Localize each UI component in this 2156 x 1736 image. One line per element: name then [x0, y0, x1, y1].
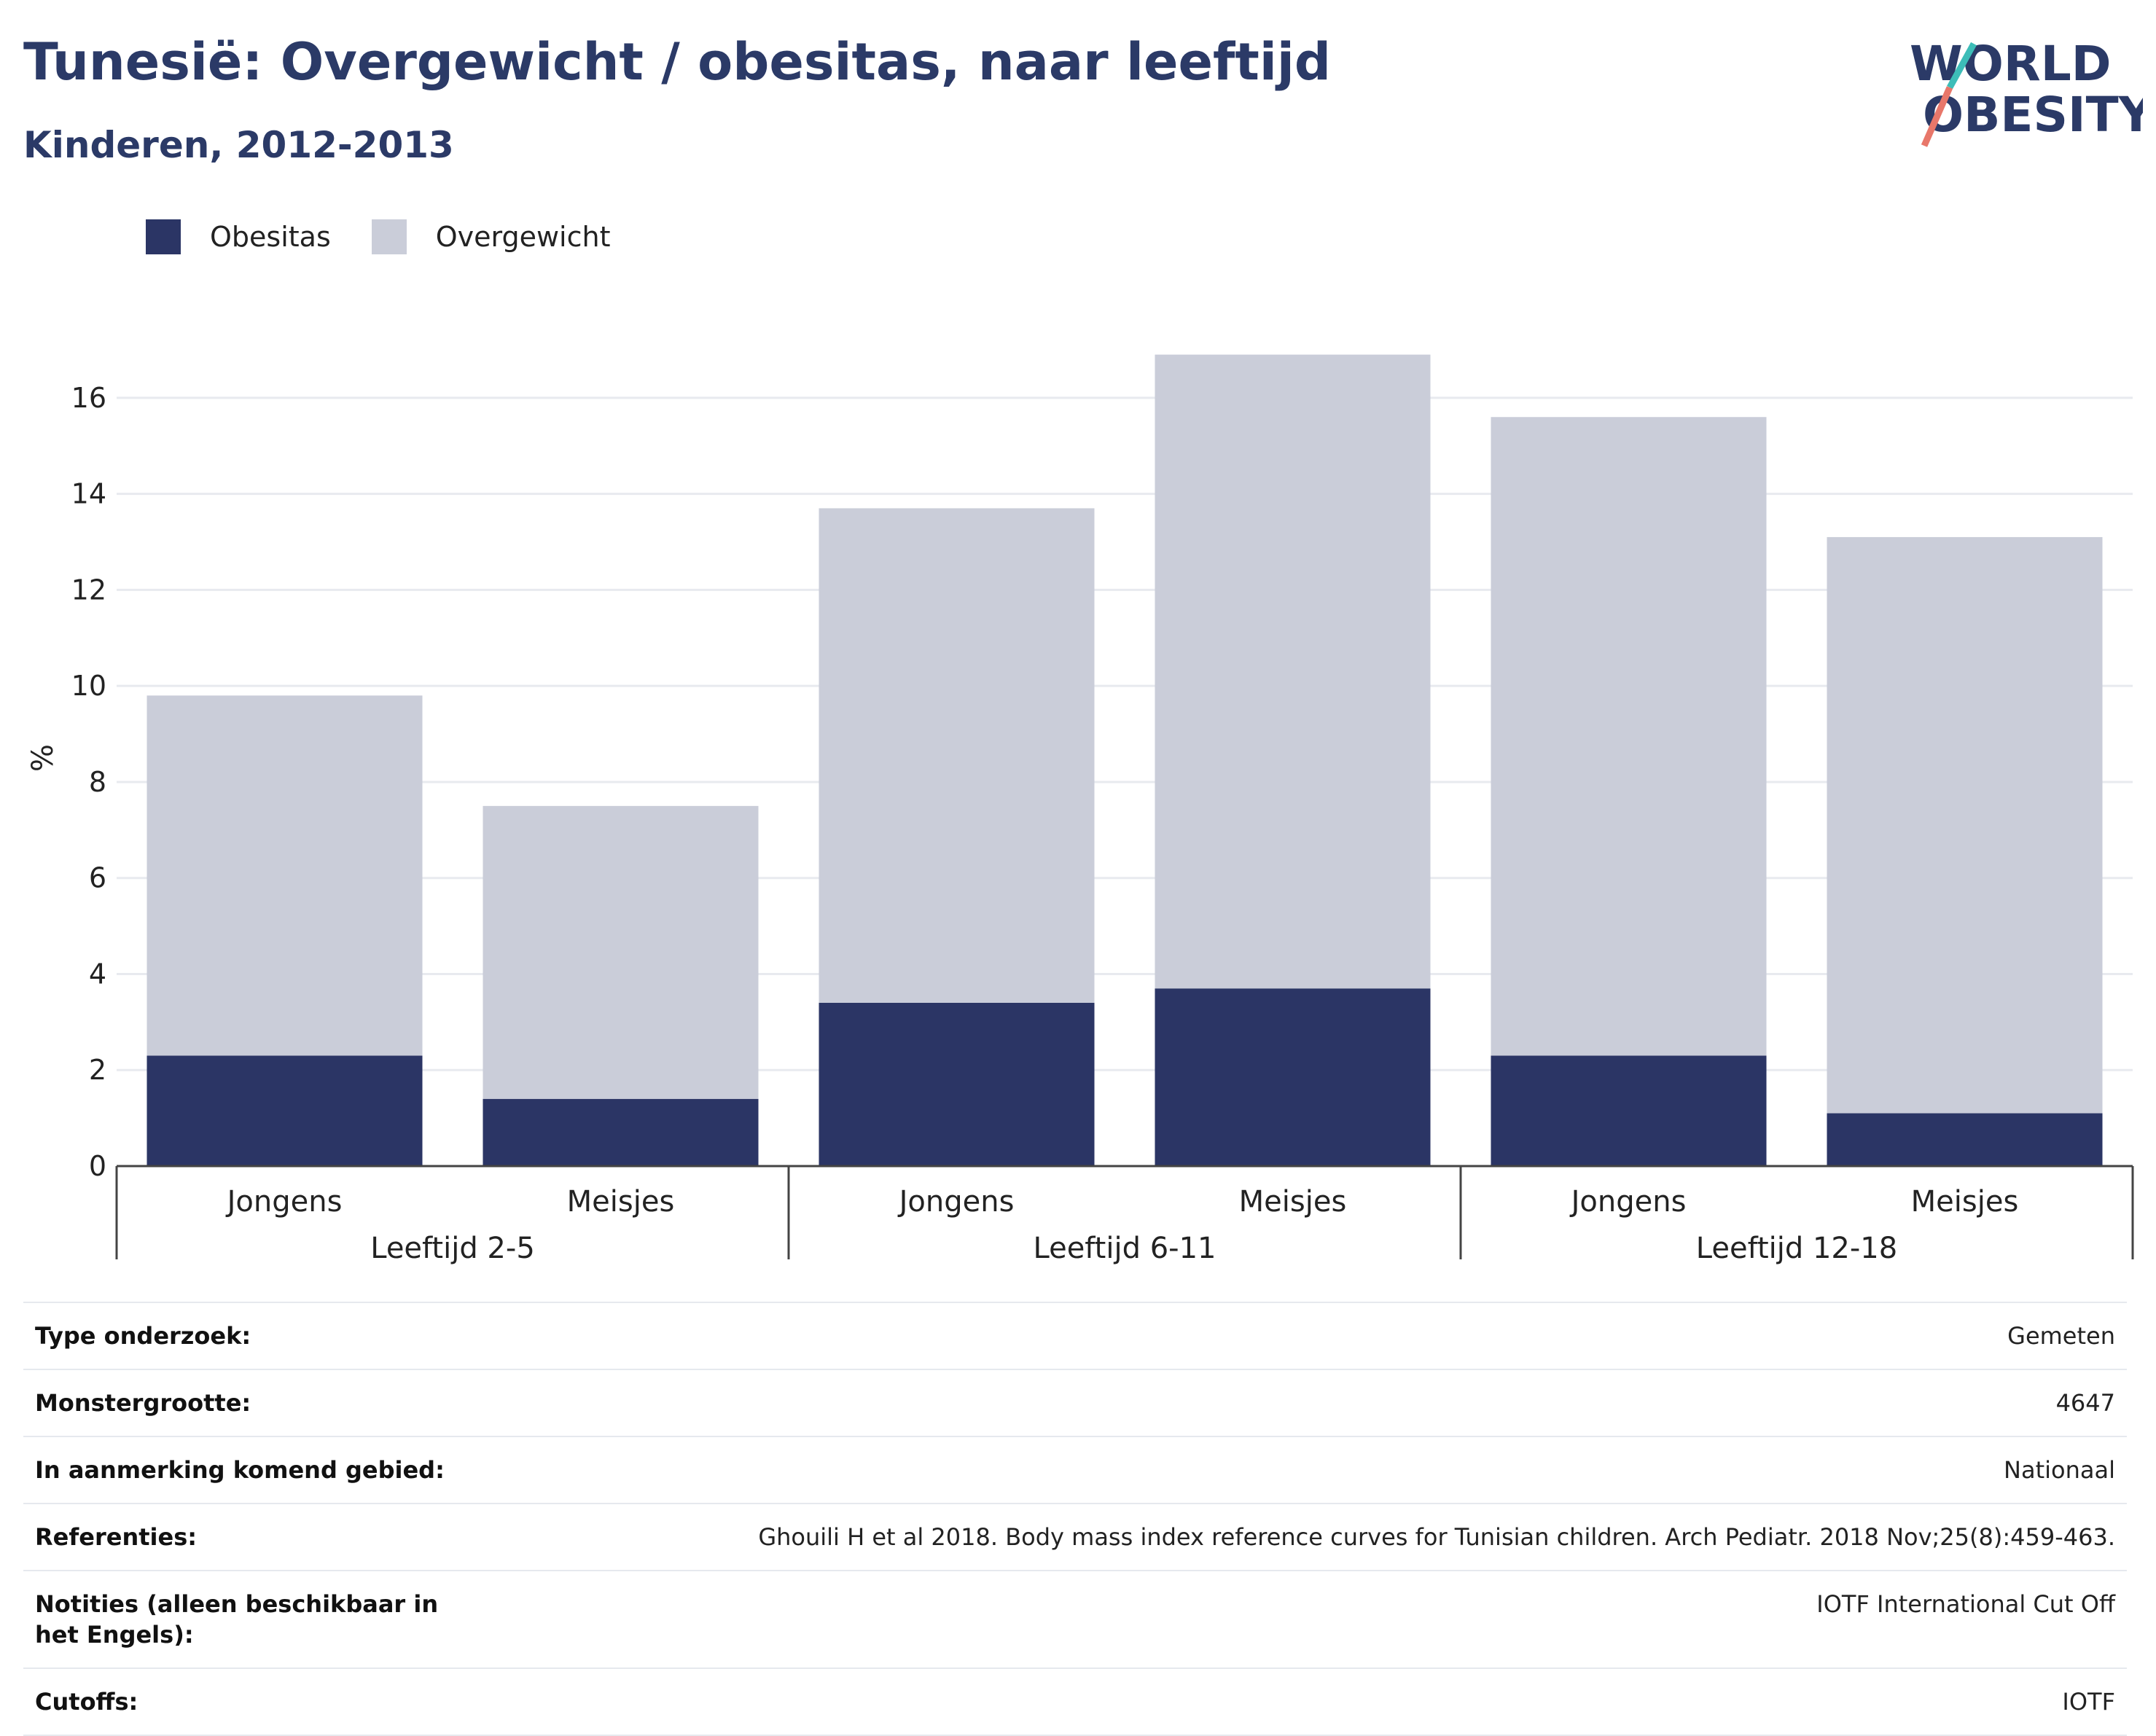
x-group-label: Leeftijd 12-18	[1696, 1232, 1897, 1265]
info-label: Referenties:	[35, 1523, 198, 1551]
info-label: Monstergrootte:	[35, 1389, 251, 1417]
bar-obesitas	[147, 1055, 423, 1166]
info-value: Ghouili H et al 2018. Body mass index re…	[758, 1523, 2115, 1551]
info-row: Notities (alleen beschikbaar in het Enge…	[23, 1570, 2127, 1667]
x-tick-label: Jongens	[897, 1185, 1015, 1219]
stacked-bar-chart: 0 2 4 6 8 10 12 14 16% Jongens Meisjes Jongens Meisj…	[26, 354, 2134, 1265]
bar-obesitas	[1155, 988, 1431, 1166]
y-tick-label: 4	[89, 958, 106, 990]
info-label: Type onderzoek:	[35, 1322, 251, 1350]
info-row: Type onderzoek: Gemeten	[23, 1302, 2127, 1369]
y-tick-label: 16	[71, 382, 106, 414]
bar-overgewicht	[1827, 536, 2103, 1114]
y-tick-label: 14	[71, 478, 106, 510]
bar-obesitas	[1827, 1113, 2103, 1166]
info-value: 4647	[2055, 1389, 2115, 1417]
info-value: IOTF	[2062, 1688, 2115, 1716]
info-table: Type onderzoek: Gemeten Monstergrootte: …	[23, 1302, 2127, 1736]
bar-overgewicht	[819, 508, 1095, 1003]
y-tick-label: 2	[89, 1054, 106, 1086]
legend-swatch-obesitas	[146, 219, 181, 254]
x-group-label: Leeftijd 6-11	[1034, 1232, 1216, 1265]
info-label: In aanmerking komend gebied:	[35, 1456, 445, 1484]
bar-overgewicht	[1491, 417, 1767, 1056]
y-tick-label: 12	[71, 574, 106, 606]
legend-label: Obesitas	[210, 221, 331, 253]
y-tick-label: 6	[89, 862, 106, 894]
y-tick-label: 8	[89, 766, 106, 798]
info-label: Cutoffs:	[35, 1688, 138, 1716]
info-label: Notities (alleen beschikbaar in het Enge…	[35, 1590, 439, 1649]
info-value: IOTF International Cut Off	[1816, 1590, 2115, 1618]
x-tick-label: Meisjes	[1239, 1185, 1347, 1219]
x-tick-label: Meisjes	[1911, 1185, 2019, 1219]
page-subtitle: Kinderen, 2012-2013	[23, 124, 454, 166]
x-tick-label: Jongens	[1569, 1185, 1687, 1219]
bar-obesitas	[483, 1098, 759, 1166]
bar-obesitas	[1491, 1055, 1767, 1166]
legend-label: Overgewicht	[435, 221, 611, 253]
x-tick-label: Meisjes	[567, 1185, 675, 1219]
bar-obesitas	[819, 1003, 1095, 1166]
bar-overgewicht	[483, 805, 759, 1099]
bar-overgewicht	[1155, 354, 1431, 989]
svg-text:WORLD: WORLD	[1910, 36, 2112, 92]
info-row: Cutoffs: IOTF	[23, 1667, 2127, 1736]
info-value: Nationaal	[2004, 1456, 2115, 1484]
info-value: Gemeten	[2007, 1322, 2115, 1350]
y-axis-label: %	[26, 744, 60, 772]
info-row: In aanmerking komend gebied: Nationaal	[23, 1436, 2127, 1503]
info-row: Monstergrootte: 4647	[23, 1369, 2127, 1436]
world-obesity-logo: WORLD OBESITY	[1910, 36, 2143, 147]
legend-swatch-overgewicht	[371, 219, 407, 254]
x-tick-label: Jongens	[225, 1185, 343, 1219]
x-group-label: Leeftijd 2-5	[370, 1232, 535, 1265]
info-row: Referenties: Ghouili H et al 2018. Body …	[23, 1503, 2127, 1570]
y-tick-label: 10	[71, 670, 106, 702]
chart-legend: Obesitas Overgewicht	[146, 219, 652, 255]
page-title: Tunesië: Overgewicht / obesitas, naar le…	[23, 32, 1331, 92]
y-tick-label: 0	[89, 1150, 106, 1182]
bar-overgewicht	[147, 695, 423, 1056]
svg-text:OBESITY: OBESITY	[1923, 87, 2143, 143]
legend-item-obesitas[interactable]: Obesitas	[146, 219, 331, 254]
legend-item-overgewicht[interactable]: Overgewicht	[371, 219, 611, 254]
